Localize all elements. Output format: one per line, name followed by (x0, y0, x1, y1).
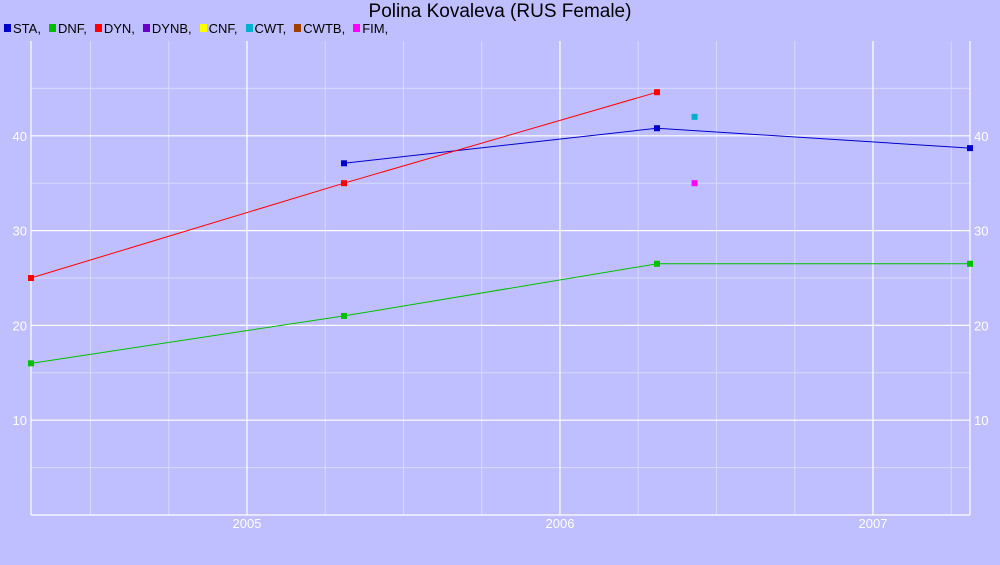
legend-item: DYN, (94, 20, 135, 36)
series-line-sta (343, 127, 971, 164)
data-point-dnf (967, 260, 973, 267)
x-tick-label: 2007 (859, 516, 888, 531)
chart-title: Polina Kovaleva (RUS Female) (368, 1, 632, 22)
data-point-fim (691, 180, 698, 187)
legend-item: DNF, (48, 20, 87, 36)
data-point-dnf (341, 312, 347, 319)
legend-item: CWT, (245, 20, 287, 36)
legend-swatch (94, 24, 102, 32)
legend-label: CWTB, (303, 20, 346, 36)
y-tick-label-left: 30 (13, 224, 27, 239)
legend-swatch (4, 24, 11, 32)
legend-item: CWTB, (294, 21, 345, 36)
tick-labels: 2005 2006 2007 10 10 20 20 30 30 40 40 (13, 129, 989, 531)
y-tick-label-right: 20 (974, 318, 988, 333)
legend-item: CNF, (199, 20, 238, 36)
data-point-dnf (28, 360, 34, 367)
series-line-dnf (30, 263, 970, 364)
y-tick-label-right: 10 (974, 413, 988, 428)
data-point-sta (967, 145, 973, 152)
data-point-sta (654, 125, 660, 132)
data-point-sta (341, 160, 347, 167)
data-point-dyn (654, 89, 660, 96)
legend-label: DNF, (57, 20, 87, 36)
series-points (28, 89, 973, 367)
x-tick-label: 2006 (546, 516, 575, 531)
legend-swatch (199, 24, 207, 32)
y-tick-label-right: 30 (974, 224, 988, 239)
y-tick-label-left: 20 (13, 318, 27, 333)
legend-swatch (353, 24, 361, 32)
legend-item: FIM, (353, 21, 388, 36)
data-point-dyn (341, 180, 347, 187)
minor-grid (31, 41, 970, 515)
y-tick-label-right: 40 (974, 129, 988, 144)
legend-label: DYN, (103, 20, 135, 36)
legend-item: STA, (4, 21, 41, 36)
legend-swatch (245, 24, 253, 32)
legend-label: CNF, (208, 20, 238, 36)
data-point-dyn (28, 275, 34, 281)
legend-label: DYNB, (151, 20, 192, 36)
legend-label: STA, (13, 20, 41, 36)
legend-label: FIM, (362, 20, 389, 36)
series-lines (30, 91, 971, 364)
x-tick-label: 2005 (233, 516, 262, 531)
legend-item: DYNB, (142, 20, 192, 36)
y-tick-label-left: 40 (13, 129, 27, 144)
data-point-dnf (654, 260, 660, 267)
legend-swatch (48, 24, 56, 32)
y-tick-label-left: 10 (13, 413, 27, 428)
legend-label: CWT, (254, 20, 287, 36)
legend-swatch (142, 24, 150, 32)
legend: STA, DNF, DYN, DYNB, CNF, CWT, CWTB, FIM, (4, 20, 396, 36)
legend-swatch (294, 24, 302, 32)
data-point-cwt (691, 113, 698, 120)
